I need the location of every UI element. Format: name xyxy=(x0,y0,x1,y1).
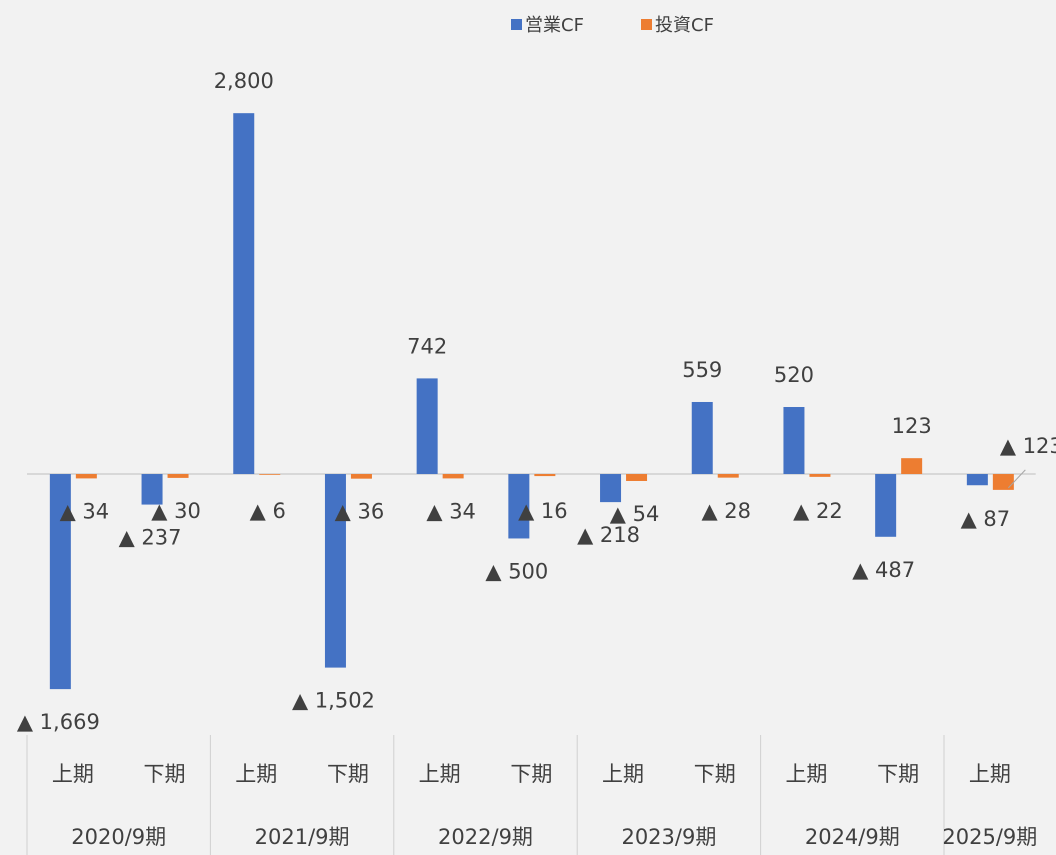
bar xyxy=(233,113,255,475)
data-label: ▲ 28 xyxy=(701,499,751,523)
x-tick-label: 上期 xyxy=(969,762,1011,786)
group-label: 2022/9期 xyxy=(438,825,533,849)
data-label: 123 xyxy=(892,414,932,438)
data-label: ▲ 123 xyxy=(1000,434,1056,458)
bar xyxy=(992,474,1014,490)
bar xyxy=(966,474,988,486)
bar xyxy=(600,474,622,503)
x-tick-label: 下期 xyxy=(694,762,736,786)
data-label: ▲ 34 xyxy=(60,499,110,523)
data-label: ▲ 87 xyxy=(961,507,1011,531)
x-tick-label: 下期 xyxy=(144,762,186,786)
data-label: ▲ 218 xyxy=(577,523,640,547)
bar xyxy=(324,474,346,668)
data-label: 742 xyxy=(407,334,447,358)
data-label: ▲ 1,669 xyxy=(17,710,100,734)
group-label: 2025/9期 xyxy=(942,825,1037,849)
x-tick-label: 上期 xyxy=(602,762,644,786)
bar xyxy=(534,474,556,477)
bar xyxy=(167,474,189,478)
bar xyxy=(350,474,372,479)
data-label: 2,800 xyxy=(214,69,274,93)
bar xyxy=(691,401,713,475)
data-label: ▲ 500 xyxy=(485,559,548,583)
leader-line xyxy=(1007,469,1026,489)
legend-swatch xyxy=(641,19,652,30)
legend-label: 営業CF xyxy=(525,15,584,36)
x-tick-label: 上期 xyxy=(785,762,827,786)
bar xyxy=(717,474,739,478)
data-label: ▲ 30 xyxy=(151,499,201,523)
bar xyxy=(416,378,438,475)
data-label: ▲ 1,502 xyxy=(292,689,375,713)
bar xyxy=(442,474,464,479)
bar xyxy=(259,474,281,475)
group-label: 2023/9期 xyxy=(621,825,716,849)
data-label: ▲ 16 xyxy=(518,499,568,523)
x-tick-label: 下期 xyxy=(327,762,369,786)
data-label: ▲ 36 xyxy=(335,500,385,524)
group-label: 2021/9期 xyxy=(255,825,350,849)
bar xyxy=(49,474,71,690)
group-label: 2024/9期 xyxy=(805,825,900,849)
legend-label: 投資CF xyxy=(655,15,714,36)
bar xyxy=(75,474,97,479)
x-tick-label: 上期 xyxy=(419,762,461,786)
x-tick-label: 上期 xyxy=(235,762,277,786)
bar xyxy=(809,474,831,477)
bar xyxy=(626,474,648,481)
bar xyxy=(141,474,163,505)
bar xyxy=(508,474,530,539)
group-label: 2020/9期 xyxy=(71,825,166,849)
x-tick-label: 下期 xyxy=(510,762,552,786)
bar xyxy=(875,474,897,537)
data-label: ▲ 22 xyxy=(793,499,843,523)
legend-swatch xyxy=(511,19,522,30)
data-label: 520 xyxy=(774,363,814,387)
bar xyxy=(901,458,923,475)
data-label: ▲ 54 xyxy=(610,502,660,526)
x-tick-label: 上期 xyxy=(52,762,94,786)
data-label: 559 xyxy=(682,358,722,382)
x-tick-label: 下期 xyxy=(877,762,919,786)
bar xyxy=(783,407,805,475)
data-label: ▲ 34 xyxy=(426,499,476,523)
data-label: ▲ 6 xyxy=(250,499,286,523)
data-label: ▲ 237 xyxy=(119,526,182,550)
data-label: ▲ 487 xyxy=(852,558,915,582)
